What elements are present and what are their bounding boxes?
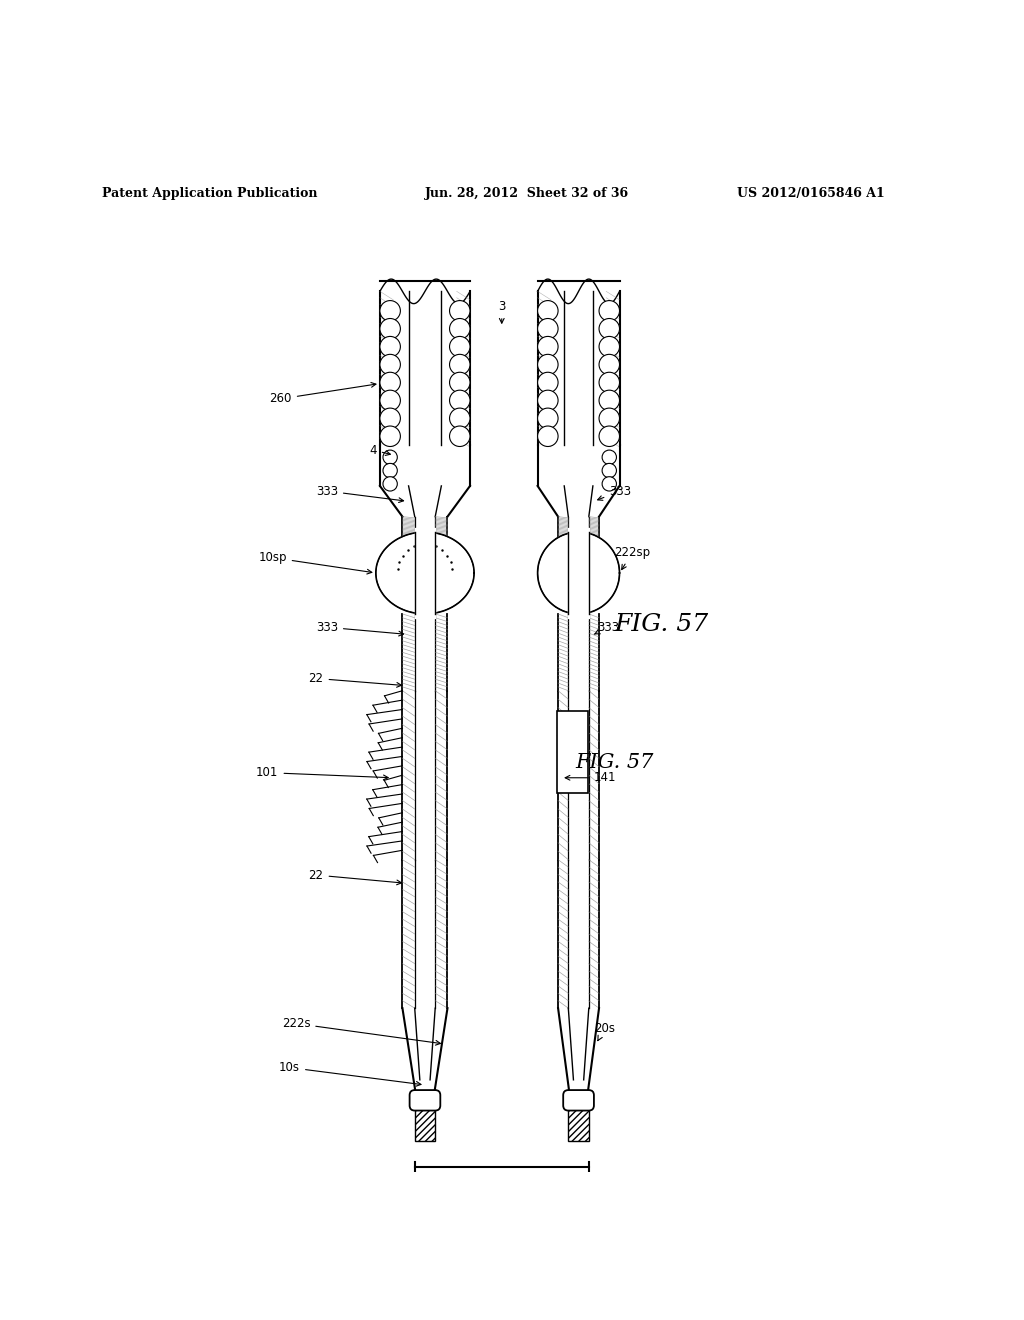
Text: 101: 101 [256,766,388,780]
Circle shape [538,391,558,411]
Text: 333: 333 [315,484,403,503]
Circle shape [380,426,400,446]
FancyBboxPatch shape [410,1090,440,1110]
Circle shape [380,301,400,321]
Circle shape [380,372,400,393]
Text: US 2012/0165846 A1: US 2012/0165846 A1 [737,187,885,199]
Circle shape [602,463,616,478]
Circle shape [599,354,620,375]
Text: 333: 333 [315,620,403,636]
Text: Jun. 28, 2012  Sheet 32 of 36: Jun. 28, 2012 Sheet 32 of 36 [425,187,629,199]
Text: 260: 260 [269,383,376,405]
Text: 22: 22 [308,672,401,688]
Text: Patent Application Publication: Patent Application Publication [102,187,317,199]
Circle shape [602,450,616,465]
Text: 333: 333 [598,484,632,500]
Text: 4: 4 [370,444,390,457]
Text: 10s: 10s [279,1061,421,1086]
Circle shape [538,301,558,321]
Polygon shape [376,532,474,614]
Circle shape [599,408,620,429]
Text: 222sp: 222sp [614,546,650,569]
Circle shape [450,354,470,375]
Text: 333: 333 [594,620,620,635]
Bar [557,711,588,793]
Text: 222s: 222s [282,1016,440,1045]
Circle shape [380,337,400,356]
Text: 3: 3 [498,300,506,323]
Circle shape [538,408,558,429]
Circle shape [383,450,397,465]
Circle shape [599,337,620,356]
Text: FIG. 57: FIG. 57 [614,612,709,636]
Circle shape [599,391,620,411]
Circle shape [538,426,558,446]
Polygon shape [538,532,620,614]
Bar [415,1105,435,1142]
FancyBboxPatch shape [563,1090,594,1110]
Circle shape [380,391,400,411]
Circle shape [450,318,470,339]
Bar [568,1105,589,1142]
Circle shape [450,301,470,321]
Text: FIG. 57: FIG. 57 [575,752,653,772]
Circle shape [538,372,558,393]
Circle shape [450,391,470,411]
Circle shape [380,354,400,375]
Circle shape [599,301,620,321]
Text: 141: 141 [565,771,616,784]
Circle shape [599,426,620,446]
Circle shape [383,477,397,491]
Circle shape [599,372,620,393]
Circle shape [380,318,400,339]
Circle shape [450,372,470,393]
Circle shape [599,318,620,339]
Circle shape [450,337,470,356]
Circle shape [450,408,470,429]
Circle shape [538,318,558,339]
Text: 20s: 20s [594,1022,615,1040]
Text: 10sp: 10sp [258,552,372,574]
Text: 22: 22 [308,869,401,884]
Circle shape [450,426,470,446]
Circle shape [538,354,558,375]
Circle shape [602,477,616,491]
Circle shape [383,463,397,478]
Circle shape [538,337,558,356]
Circle shape [380,408,400,429]
